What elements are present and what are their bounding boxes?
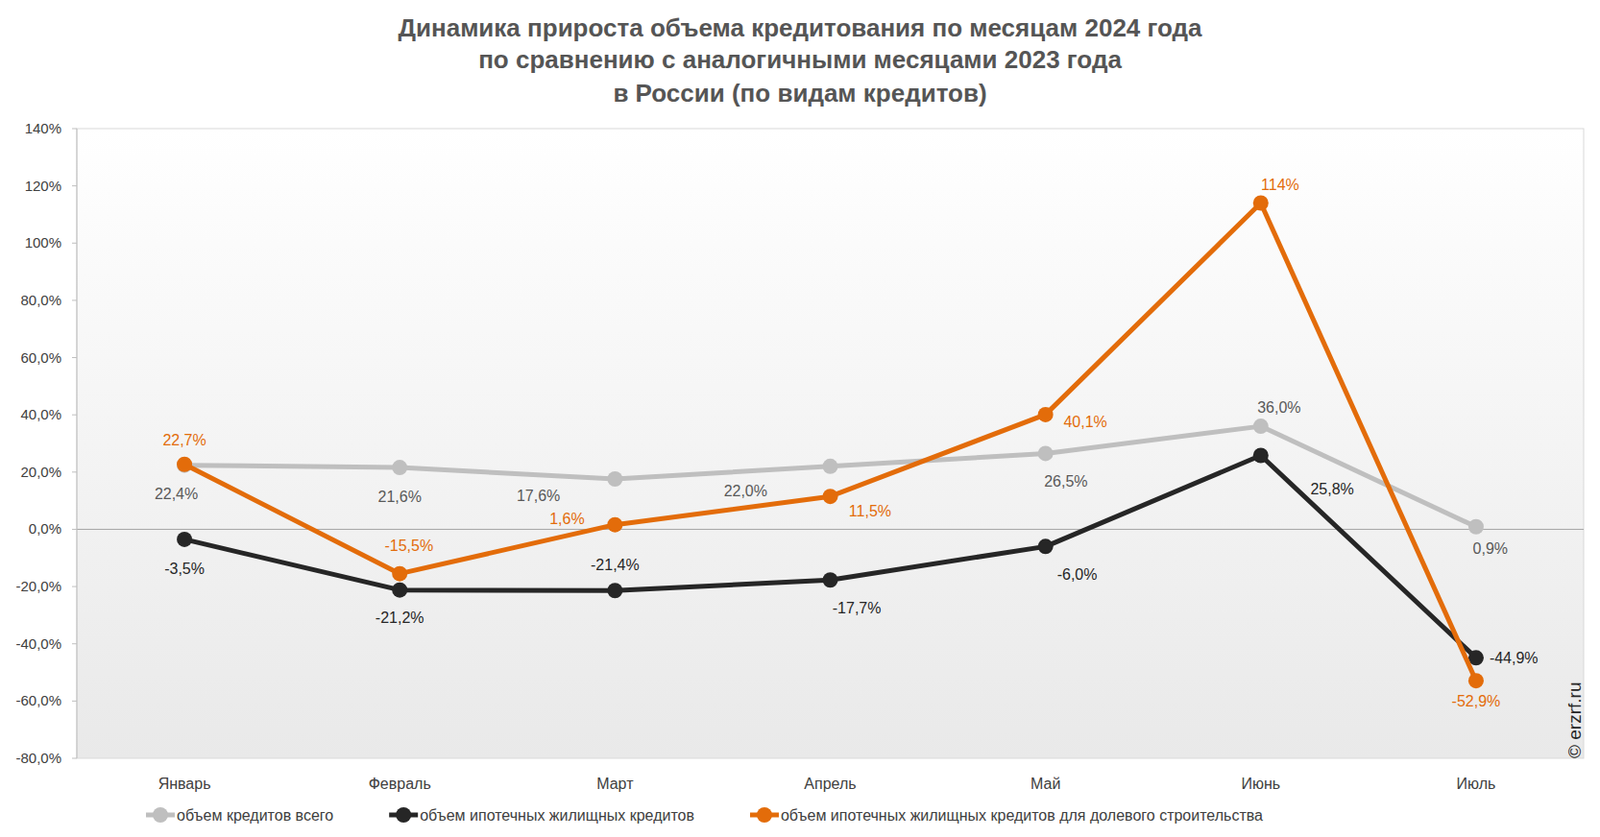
x-tick-label: Март (596, 775, 634, 793)
y-tick-label: 60,0% (20, 349, 62, 366)
y-tick (72, 128, 77, 130)
y-tick (72, 357, 77, 359)
data-label: 11,5% (848, 503, 892, 520)
marker (176, 457, 193, 473)
data-label: -6,0% (1057, 566, 1098, 583)
marker (1253, 195, 1269, 212)
x-tick-label: Июль (1456, 775, 1497, 793)
legend-marker (395, 807, 412, 824)
marker (823, 459, 839, 475)
data-label: -44,9% (1489, 650, 1539, 667)
marker (1468, 519, 1484, 535)
marker (1253, 418, 1269, 435)
y-tick (72, 471, 77, 473)
annotation: © erzrf.ru (1564, 682, 1585, 759)
marker (606, 517, 623, 534)
data-label: 22,0% (724, 483, 768, 500)
plot-marks (176, 195, 1484, 690)
data-labels: 22,4% 21,6% 17,6% 22,0% 26,5% 36,0% 0,9% -3,5% -… (154, 176, 1539, 710)
x-tick-label: Февраль (368, 775, 432, 793)
plot-area (76, 128, 1584, 759)
data-label: 114% (1260, 176, 1300, 194)
marker (606, 471, 623, 487)
y-tick-label: -40,0% (15, 635, 62, 653)
marker (1038, 445, 1054, 461)
marker (823, 488, 839, 505)
data-label: 25,8% (1309, 481, 1354, 498)
data-label: -15,5% (384, 537, 434, 555)
y-tick (72, 242, 77, 244)
zero-line (76, 529, 1584, 531)
title-line: по сравнению с аналогичными месяцами 202… (478, 45, 1122, 74)
y-tick (72, 586, 77, 588)
legend-label: объем кредитов всего (176, 807, 334, 825)
x-tick-label: Январь (158, 775, 212, 793)
marker (176, 458, 193, 474)
y-tick-label: 40,0% (20, 406, 62, 423)
y-tick-label: 140% (24, 120, 62, 137)
data-label: -17,7% (832, 600, 882, 617)
marker (391, 460, 408, 476)
title: Динамика прироста объема кредитования по… (397, 13, 1203, 108)
marker (1468, 673, 1484, 689)
y-tick (72, 414, 77, 416)
title-line: Динамика прироста объема кредитования по… (397, 13, 1203, 43)
data-label: 22,7% (162, 432, 206, 449)
y-tick-label: -60,0% (15, 692, 62, 709)
y-tick (72, 701, 77, 703)
y-tick-label: 120% (24, 177, 62, 194)
data-label: 36,0% (1257, 399, 1301, 416)
y-tick (72, 643, 77, 645)
y-tick-label: 100% (24, 234, 62, 251)
y-tick (72, 299, 77, 301)
series-line (184, 456, 1477, 659)
legend-marker (152, 807, 169, 824)
data-label: 1,6% (549, 510, 584, 528)
marker (1038, 538, 1054, 555)
x-tick-label: Май (1030, 775, 1061, 793)
marker (1038, 407, 1054, 423)
y-tick-label: -80,0% (15, 750, 62, 767)
y-tick (72, 529, 77, 531)
data-label: 40,1% (1063, 413, 1107, 431)
y-tick (72, 185, 77, 187)
y-tick-label: 80,0% (20, 291, 62, 309)
x-tick-label: Июнь (1240, 775, 1281, 793)
legend-label: объем ипотечных жилищных кредитов для до… (780, 807, 1263, 825)
data-label: -21,2% (375, 609, 425, 627)
data-label: 26,5% (1043, 473, 1088, 490)
marker (176, 532, 193, 548)
y-tick-label: -20,0% (15, 578, 62, 595)
y-tick (72, 758, 77, 760)
legend-label: объем ипотечных жилищных кредитов (419, 807, 695, 825)
marker (391, 566, 408, 582)
marker (1253, 448, 1269, 464)
x-tick-label: Апрель (803, 775, 856, 793)
marker (391, 582, 408, 599)
series-line (184, 203, 1477, 682)
title-line: в России (по видам кредитов) (612, 78, 987, 108)
y-tick-label: 20,0% (20, 463, 62, 481)
data-label: -21,4% (590, 557, 640, 574)
legend-marker (756, 807, 773, 824)
data-label: -3,5% (164, 560, 205, 578)
chart: Динамика прироста объема кредитования по… (0, 0, 1600, 837)
data-label: 22,4% (154, 485, 198, 503)
y-tick-label: 0,0% (28, 520, 62, 537)
data-label: -52,9% (1452, 693, 1502, 710)
data-label: 21,6% (378, 488, 422, 506)
marker (823, 572, 839, 588)
y-axis (76, 128, 78, 759)
marker (606, 582, 623, 599)
data-label: 0,9% (1473, 540, 1508, 558)
data-label: 17,6% (516, 487, 560, 505)
